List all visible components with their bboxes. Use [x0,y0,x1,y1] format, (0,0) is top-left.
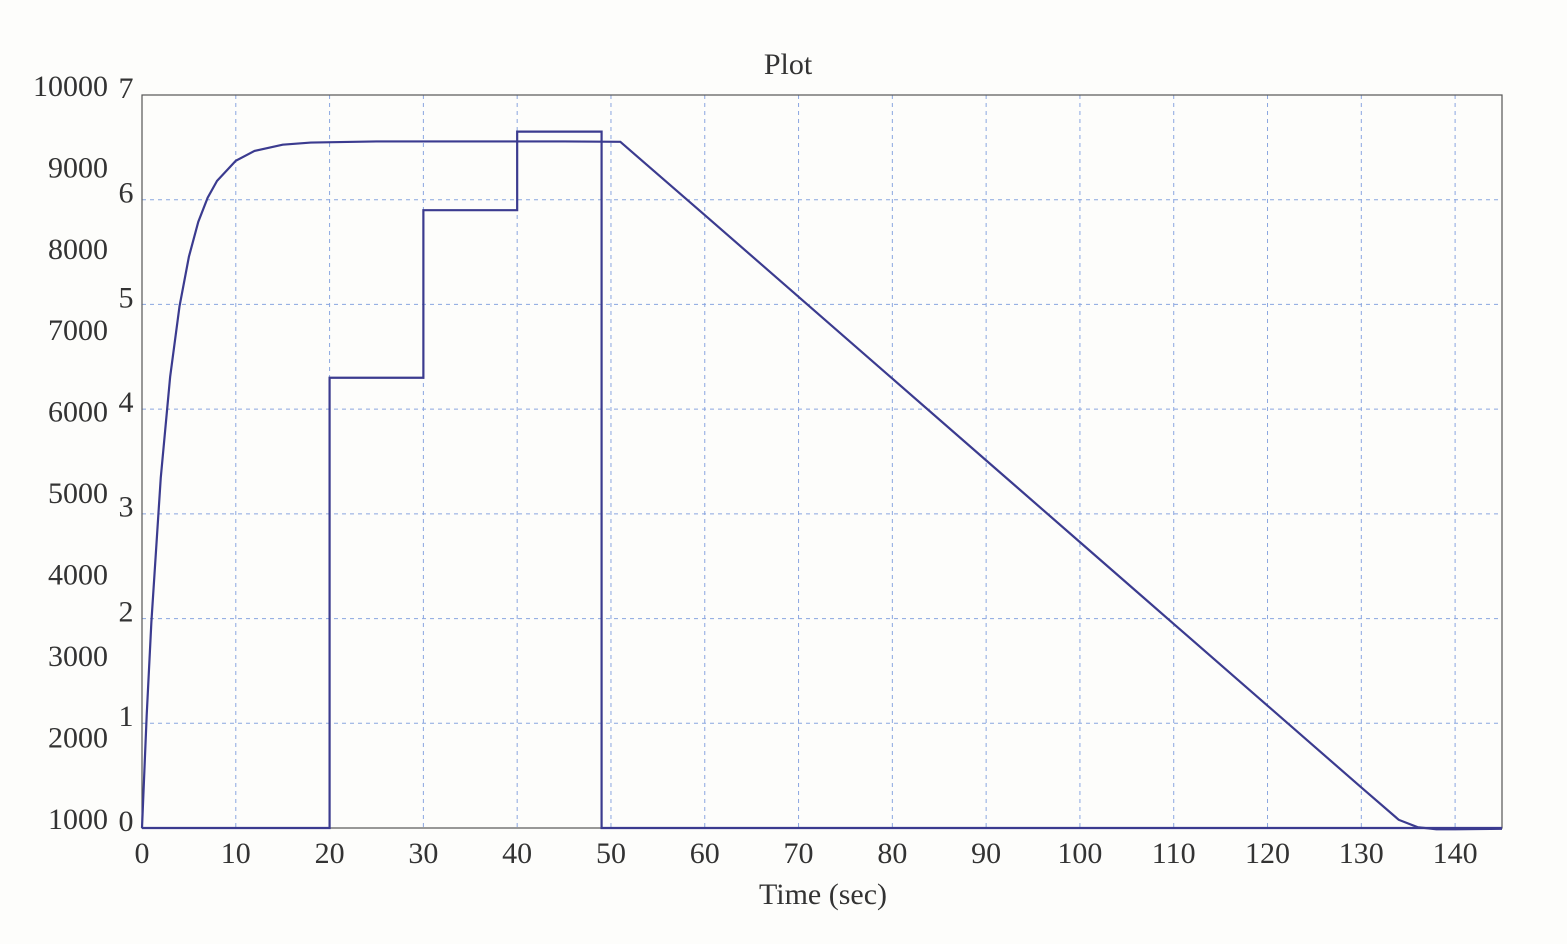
x-tick-label: 60 [690,837,720,870]
y2-tick-label: 2 [119,595,134,628]
x-tick-label: 140 [1433,837,1478,870]
y-tick-label: 7000 [48,314,108,347]
y2-tick-label: 6 [119,177,134,210]
x-tick-label: 50 [596,837,626,870]
y-tick-label: 10000 [33,70,108,103]
chart-title: Plot [764,48,813,81]
x-tick-label: 80 [877,837,907,870]
plot-frame [141,94,1503,829]
x-tick-label: 110 [1152,837,1196,870]
y-tick-label: 4000 [48,559,108,592]
y2-tick-label: 3 [119,491,134,524]
x-tick-label: 10 [221,837,251,870]
x-tick-label: 40 [502,837,532,870]
y-tick-label: 5000 [48,477,108,510]
y2-tick-label: 1 [119,700,134,733]
y2-tick-label: 0 [119,805,134,838]
x-tick-label: 100 [1057,837,1102,870]
x-tick-label: 0 [135,837,150,870]
y-tick-label: 6000 [48,396,108,429]
y-tick-label: 8000 [48,233,108,266]
x-axis-label: Time (sec) [759,878,887,911]
x-tick-label: 90 [971,837,1001,870]
y2-tick-label: 4 [119,386,134,419]
x-tick-label: 20 [315,837,345,870]
y-tick-label: 1000 [48,803,108,836]
x-tick-label: 30 [408,837,438,870]
y-tick-label: 2000 [48,721,108,754]
y-tick-label: 3000 [48,640,108,673]
x-tick-label: 70 [784,837,814,870]
y-tick-label: 9000 [48,151,108,184]
x-tick-label: 130 [1339,837,1384,870]
y2-tick-label: 5 [119,281,134,314]
data-line [142,130,1502,830]
x-tick-label: 120 [1245,837,1290,870]
y2-tick-label: 7 [119,72,134,105]
data-line [140,140,1503,831]
